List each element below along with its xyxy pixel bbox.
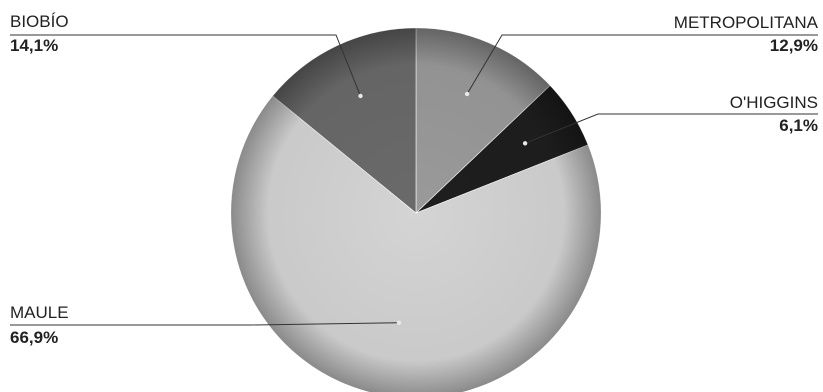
slice-value-maule: 66,9% [10,328,58,347]
slice-value-ohiggins: 6,1% [779,116,818,135]
leader-line-biobo [10,34,361,97]
leader-dot-metropolitana [464,91,470,97]
leader-dot-biobo [358,93,363,99]
slice-label-metropolitana: METROPOLITANA [674,13,819,32]
leader-line-maule [10,322,400,326]
leader-dot-maule [396,320,402,325]
slice-value-metropolitana: 12,9% [770,36,818,55]
slice-label-ohiggins: O'HIGGINS [730,93,818,112]
slice-label-biobio: BIOBÍO [10,12,69,31]
leader-line-metropolitana [466,34,818,95]
leader-line-ohiggins [524,113,818,144]
slice-label-maule: MAULE [10,303,69,322]
slice-value-biobio: 14,1% [10,36,58,55]
leader-dot-ohiggins [522,141,528,146]
